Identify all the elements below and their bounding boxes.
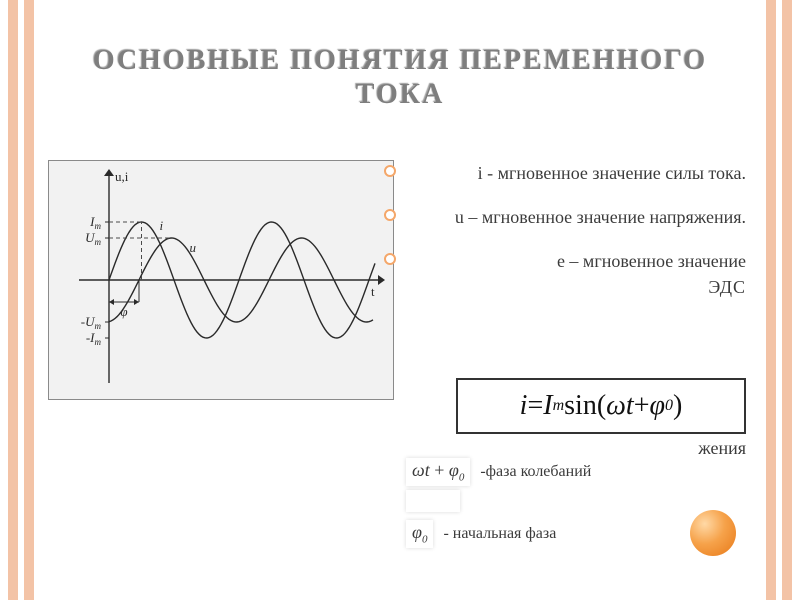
svg-text:-Im: -Im (86, 330, 102, 347)
formula-phi: φ (650, 390, 666, 422)
expr-phi0-sub: 0 (422, 534, 428, 546)
bullet-u-text: u – мгновенное значение напряжения. (406, 204, 746, 230)
orange-ball-icon (690, 510, 736, 556)
formula-phi-sub: 0 (665, 397, 673, 415)
expr-plus: + (430, 460, 449, 480)
bullet-e: e – мгновенное значение ЭДС (406, 248, 746, 300)
phase-full-label: -фаза колебаний (480, 463, 591, 481)
formula-Im-sub: m (553, 397, 565, 415)
expr-omega-t: ωt (412, 460, 430, 480)
bullet-i: i - мгновенное значение силы тока. (406, 160, 746, 186)
svg-text:t: t (371, 284, 375, 299)
decor-stripe (782, 0, 792, 600)
bullet-ring-icon (384, 209, 396, 221)
decor-stripe (24, 0, 34, 600)
initial-phase-row: φ0 - начальная фаза (406, 520, 556, 548)
phase-full-expr: ωt + φ0 (406, 458, 470, 486)
definitions-list: i - мгновенное значение силы тока. u – м… (406, 160, 746, 318)
phase-full-row: ωt + φ0 -фаза колебаний (406, 458, 591, 486)
empty-shadow-box (406, 490, 460, 512)
expr-phi-sub: 0 (459, 472, 465, 484)
sine-chart-svg: ImUm -Um-Im u,i t i u φ (49, 161, 393, 399)
initial-phase-expr: φ0 (406, 520, 433, 548)
expr-phi0: φ (412, 522, 422, 542)
current-formula: i = Im sin(ωt + φ0) (456, 378, 746, 434)
svg-text:Im: Im (89, 214, 101, 231)
sine-chart: ImUm -Um-Im u,i t i u φ (48, 160, 394, 400)
formula-plus: + (634, 390, 650, 422)
svg-text:-Um: -Um (81, 314, 102, 331)
bullet-ring-icon (384, 165, 396, 177)
page-title: ОСНОВНЫЕ ПОНЯТИЯ ПЕРЕМЕННОГО ТОКА (60, 44, 740, 111)
decor-stripe (766, 0, 776, 600)
decor-stripe (8, 0, 18, 600)
bullet-ring-icon (384, 253, 396, 265)
svg-text:φ: φ (120, 304, 127, 319)
formula-close: ) (673, 390, 682, 422)
formula-lhs: i (520, 390, 528, 422)
bullet-i-text: i - мгновенное значение силы тока. (406, 160, 746, 186)
formula-sin-open: sin( (564, 390, 606, 422)
svg-text:u,i: u,i (115, 169, 129, 184)
svg-text:i: i (160, 218, 164, 233)
formula-Im: I (543, 390, 552, 422)
formula-eq: = (527, 390, 543, 422)
initial-phase-label: - начальная фаза (443, 525, 556, 543)
bullet-e-text-line1: e – мгновенное значение (406, 248, 746, 274)
bullet-e-text-line2: ЭДС (406, 274, 746, 300)
svg-text:u: u (190, 240, 197, 255)
expr-phi: φ (449, 460, 459, 480)
bullet-u: u – мгновенное значение напряжения. (406, 204, 746, 230)
formula-omega-t: ωt (606, 390, 634, 422)
svg-text:Um: Um (85, 230, 101, 247)
overlapped-text-fragment: жения (698, 438, 746, 459)
